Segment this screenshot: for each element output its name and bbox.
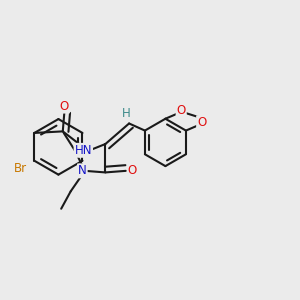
Text: O: O [128, 164, 137, 177]
Text: N: N [78, 164, 87, 177]
Text: Br: Br [14, 162, 27, 175]
Text: HN: HN [75, 144, 92, 157]
Text: O: O [197, 116, 206, 129]
Text: H: H [122, 107, 131, 121]
Text: O: O [177, 104, 186, 117]
Text: O: O [60, 100, 69, 112]
